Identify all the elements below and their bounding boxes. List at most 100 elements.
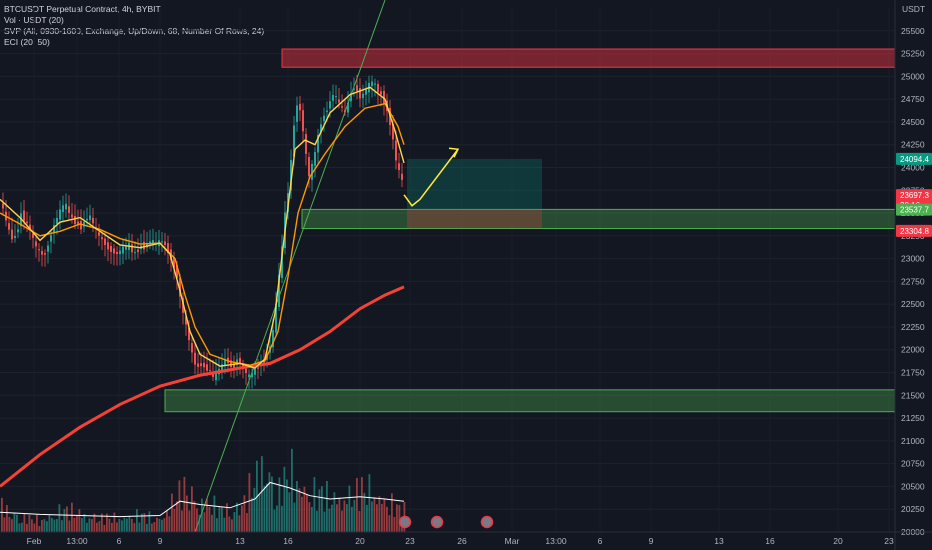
volume-bar [331,504,333,532]
candle-body [104,238,106,246]
candle-body [230,360,232,368]
volume-bar [176,501,178,532]
volume-bar [226,503,228,532]
volume-bar [378,496,381,532]
candle-body [200,363,202,367]
volume-bar [233,512,236,532]
price-badge [896,189,932,202]
candle-body [221,364,223,372]
time-tick-label: 23 [884,536,894,546]
candle-body [179,277,181,297]
volume-bar [373,497,376,532]
time-tick-label: 16 [283,536,293,546]
volume-bar [381,503,383,532]
candle-body [254,368,256,375]
volume-bar [311,507,313,532]
volume-bar [3,517,6,532]
price-tick-label: 25000 [901,71,925,81]
candle-body [326,110,328,112]
time-tick-label: 13 [714,536,724,546]
candle-body [161,241,163,243]
candle-body [398,163,400,171]
time-tick-label: 20 [833,536,843,546]
volume-bar [53,519,56,532]
time-tick-label: 13:00 [66,536,88,546]
price-tick-label: 22750 [901,276,925,286]
volume-bar [203,512,206,532]
time-tick-label: 6 [117,536,122,546]
volume-bar [173,508,176,532]
volume-bar [343,500,346,532]
volume-bar [18,523,21,532]
volume-bar [276,505,278,532]
price-badge [896,203,932,216]
volume-bar [356,477,358,532]
volume-bar [73,517,76,532]
candle-body [305,133,307,154]
volume-bar [96,522,98,532]
candle-body [44,253,46,255]
volume-bar [263,485,266,532]
volume-bar [101,513,103,532]
volume-bar [26,523,28,532]
candle-body [359,88,361,99]
candle-body [92,217,94,224]
volume-bar [151,523,153,532]
candle-body [197,363,199,367]
volume-bar [323,511,326,532]
volume-bar [198,514,201,532]
price-tick-label: 21000 [901,436,925,446]
price-tick-label: 24750 [901,94,925,104]
price-tick-label: 20500 [901,481,925,491]
volume-bar [103,524,106,532]
legend-symbol[interactable]: BTCUSDT Perpetual Contract, 4h, BYBIT [4,4,161,14]
volume-bar [333,492,336,532]
volume-bar [106,513,108,532]
volume-bar [386,506,388,532]
candle-body [323,115,325,122]
volume-bar [166,510,168,532]
ema-fast-line [0,86,405,369]
candle-body [191,343,193,353]
volume-bar [321,486,323,532]
time-tick-label: 26 [457,536,467,546]
projection-arrowhead [448,147,460,158]
volume-bar [178,480,181,532]
candle-body [173,257,175,268]
volume-bar [358,511,361,532]
volume-bar [363,492,366,532]
price-badge-label: 23304.8 [900,227,929,236]
candle-body [329,101,331,109]
candle-body [62,205,64,212]
volume-bar [213,495,216,532]
volume-bar [351,506,353,532]
candle-body [332,95,334,101]
volume-bar [43,519,46,532]
volume-bar [28,514,31,532]
candle-body [107,242,109,250]
volume-bar [83,513,86,532]
volume-bar [248,472,251,532]
demand-zone-lower [164,389,896,413]
volume-bar [383,498,386,532]
candle-body [362,93,364,99]
volume-bar [76,515,78,532]
volume-bar [183,476,186,532]
volume-bar [283,466,286,532]
volume-bar [41,519,43,532]
time-axis[interactable]: Feb 13:00 6 9 13 16 20 23 26 Mar 13:00 6 9 13 16 20 23 [27,536,894,546]
volume-bar [61,520,63,532]
candle-body [32,233,34,238]
legend-eci[interactable]: ECI (20, 50) [4,37,50,47]
candle-body [395,140,397,161]
candle-body [314,152,316,166]
volume-bar [281,505,283,532]
candle-body [338,99,340,103]
candle-body [101,237,103,240]
volume-bar [318,489,321,532]
candle-body [59,209,61,220]
volume-bar [241,505,243,532]
candle-body [122,246,124,254]
